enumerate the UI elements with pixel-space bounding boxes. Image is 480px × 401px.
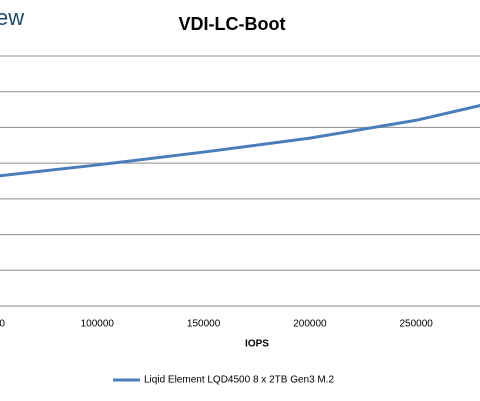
chart-title: VDI-LC-Boot [179, 14, 286, 34]
x-tick-label: 200000 [293, 319, 327, 330]
x-tick-label: 50000 [0, 319, 5, 330]
logo: ew [0, 5, 24, 30]
data-line [0, 104, 480, 178]
x-tick-label: 250000 [400, 319, 434, 330]
x-axis-label: IOPS [245, 339, 269, 350]
x-tick-label: 100000 [81, 319, 115, 330]
legend-label: Liqid Element LQD4500 8 x 2TB Gen3 M.2 [144, 375, 335, 386]
x-tick-label: 150000 [187, 319, 221, 330]
